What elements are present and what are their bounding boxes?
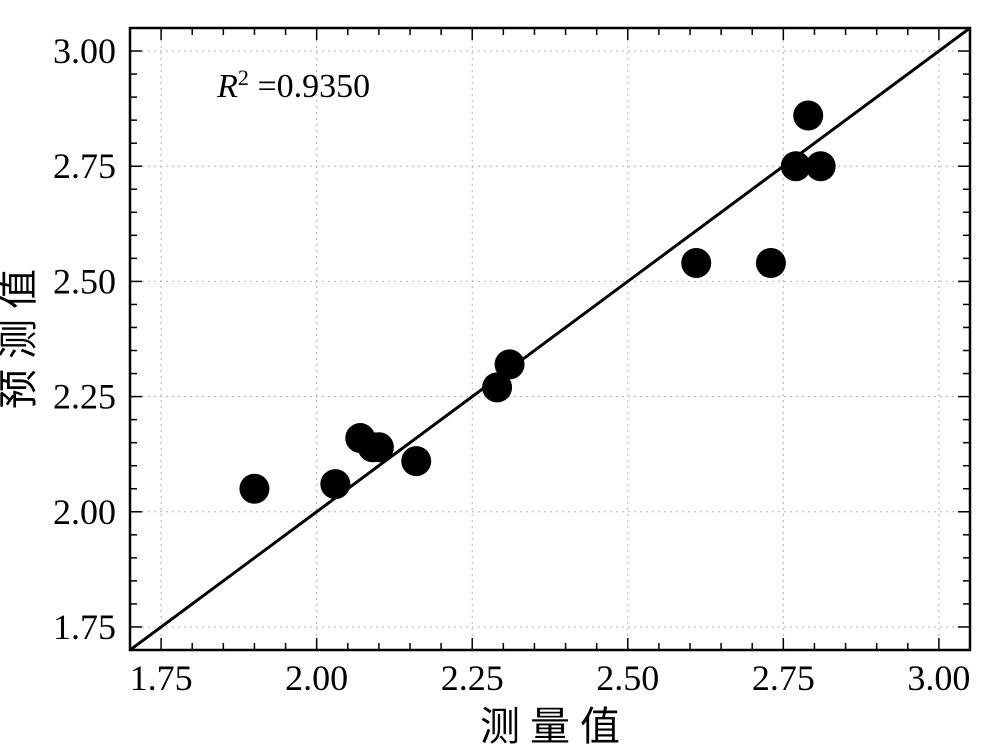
data-point — [320, 469, 350, 499]
data-point — [364, 432, 394, 462]
y-tick-label: 2.75 — [53, 146, 116, 186]
x-tick-label: 2.00 — [285, 658, 348, 698]
data-point — [239, 474, 269, 504]
y-tick-label: 2.00 — [53, 492, 116, 532]
data-point — [756, 248, 786, 278]
x-tick-label: 2.25 — [441, 658, 504, 698]
x-tick-label: 2.50 — [596, 658, 659, 698]
y-tick-label: 2.50 — [53, 261, 116, 301]
data-point — [495, 349, 525, 379]
data-point — [793, 101, 823, 131]
x-axis-label: 测 量 值 — [480, 704, 620, 749]
chart-svg: 1.75 2.00 2.25 2.50 2.75 3.00 1.75 2.00 2.25 2.50… — [0, 0, 1000, 754]
y-tick-label: 2.25 — [53, 377, 116, 417]
y-tick-label: 1.75 — [53, 607, 116, 647]
scatter-chart: 1.75 2.00 2.25 2.50 2.75 3.00 1.75 2.00 2.25 2.50… — [0, 0, 1000, 754]
y-tick-label: 3.00 — [53, 31, 116, 71]
data-point — [806, 151, 836, 181]
x-tick-label: 3.00 — [907, 658, 970, 698]
data-point — [681, 248, 711, 278]
y-axis-label: 预 测 值 — [0, 269, 41, 409]
x-tick-label: 2.75 — [752, 658, 815, 698]
x-tick-label: 1.75 — [130, 658, 193, 698]
data-point — [401, 446, 431, 476]
